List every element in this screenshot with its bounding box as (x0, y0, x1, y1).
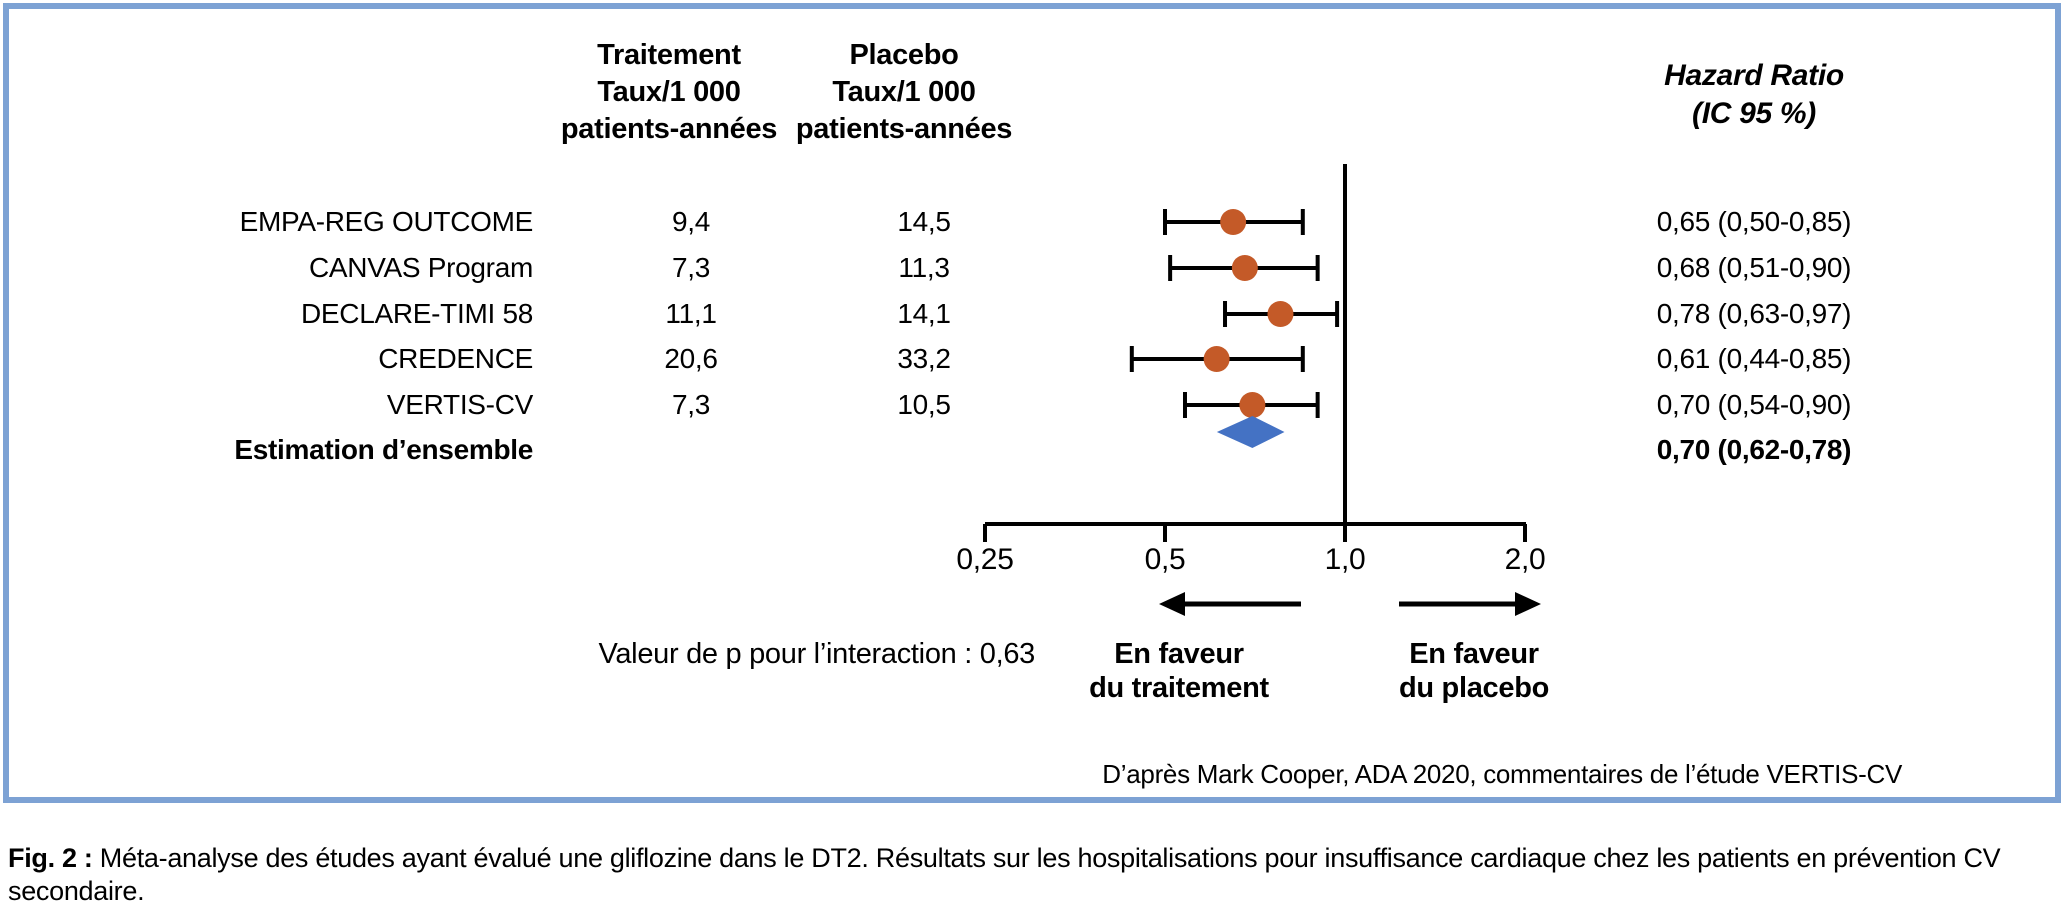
axis-tick-label: 0,25 (956, 543, 1013, 576)
overall-name: Estimation d’ensemble (234, 434, 533, 465)
treatment-rate: 11,1 (665, 298, 717, 329)
favor-label-line: En faveur (1409, 638, 1539, 670)
treatment-rate: 20,6 (664, 343, 718, 374)
placebo-rate: 33,2 (897, 343, 951, 374)
study-name: VERTIS-CV (386, 389, 533, 420)
favor-treatment-label: En faveur du traitement (1029, 637, 1329, 705)
favor-label-line: En faveur (1114, 638, 1244, 670)
hr-point (1220, 209, 1247, 235)
column-header-treatment: Traitement Taux/1 000 patients-années (519, 37, 819, 148)
favor-label-line: du traitement (1089, 672, 1269, 704)
placebo-rate: 14,1 (897, 298, 951, 329)
forest-plot: 0,25 0,5 1,0 2,0 (956, 164, 1546, 616)
placebo-rate: 10,5 (897, 389, 951, 420)
column-header-line: Placebo (849, 39, 959, 71)
column-header-line: Taux/1 000 (597, 76, 741, 108)
hr-value: 0,70 (0,54-0,90) (1656, 389, 1852, 420)
hr-value: 0,65 (0,50-0,85) (1656, 206, 1852, 237)
treatment-rate: 9,4 (671, 206, 711, 237)
caption-label: Fig. 2 : (8, 843, 93, 873)
placebo-rate: 11,3 (898, 252, 950, 283)
favor-placebo-label: En faveur du placebo (1324, 637, 1624, 705)
hr-value: 0,78 (0,63-0,97) (1656, 298, 1852, 329)
hr-point (1239, 392, 1266, 418)
axis-tick-label: 2,0 (1505, 543, 1546, 576)
favor-label-line: du placebo (1398, 672, 1550, 704)
figure-caption: Fig. 2 : Méta-analyse des études ayant é… (8, 842, 2060, 907)
favor-placebo-arrow-head (1515, 592, 1541, 616)
study-name: CREDENCE (378, 343, 533, 374)
study-name: EMPA-REG OUTCOME (239, 206, 534, 237)
figure-box: Traitement Taux/1 000 patients-années Pl… (3, 3, 2061, 803)
column-header-line: patients-années (560, 113, 778, 145)
axis-tick-label: 0,5 (1145, 543, 1186, 576)
axis-tick-label: 1,0 (1325, 543, 1366, 576)
column-header-hazard-ratio: Hazard Ratio (IC 95 %) (1579, 57, 1929, 133)
column-header-line: patients-années (795, 113, 1013, 145)
column-header-line: Taux/1 000 (832, 76, 976, 108)
hr-value: 0,68 (0,51-0,90) (1656, 252, 1852, 283)
column-header-line: Hazard Ratio (1664, 59, 1844, 92)
p-interaction-label: Valeur de p pour l’interaction : 0,63 (598, 638, 1035, 670)
pooled-diamond (1216, 416, 1285, 448)
study-name: DECLARE-TIMI 58 (301, 298, 533, 329)
hr-point (1267, 301, 1294, 327)
hr-point (1231, 255, 1258, 281)
treatment-rate: 7,3 (671, 252, 711, 283)
column-header-placebo: Placebo Taux/1 000 patients-années (754, 37, 1054, 148)
treatment-rate: 7,3 (671, 389, 711, 420)
caption-text: Méta-analyse des études ayant évalué une… (8, 843, 2001, 906)
hr-value: 0,61 (0,44-0,85) (1656, 343, 1852, 374)
column-header-line: Traitement (597, 39, 741, 71)
column-header-line: (IC 95 %) (1692, 97, 1816, 130)
favor-treatment-arrow-head (1159, 592, 1185, 616)
overall-hr-value: 0,70 (0,62-0,78) (1656, 434, 1852, 465)
study-name: CANVAS Program (308, 252, 533, 283)
placebo-rate: 14,5 (897, 206, 951, 237)
attribution-text: D’après Mark Cooper, ADA 2020, commentai… (1102, 759, 1902, 789)
hr-point (1203, 346, 1230, 372)
